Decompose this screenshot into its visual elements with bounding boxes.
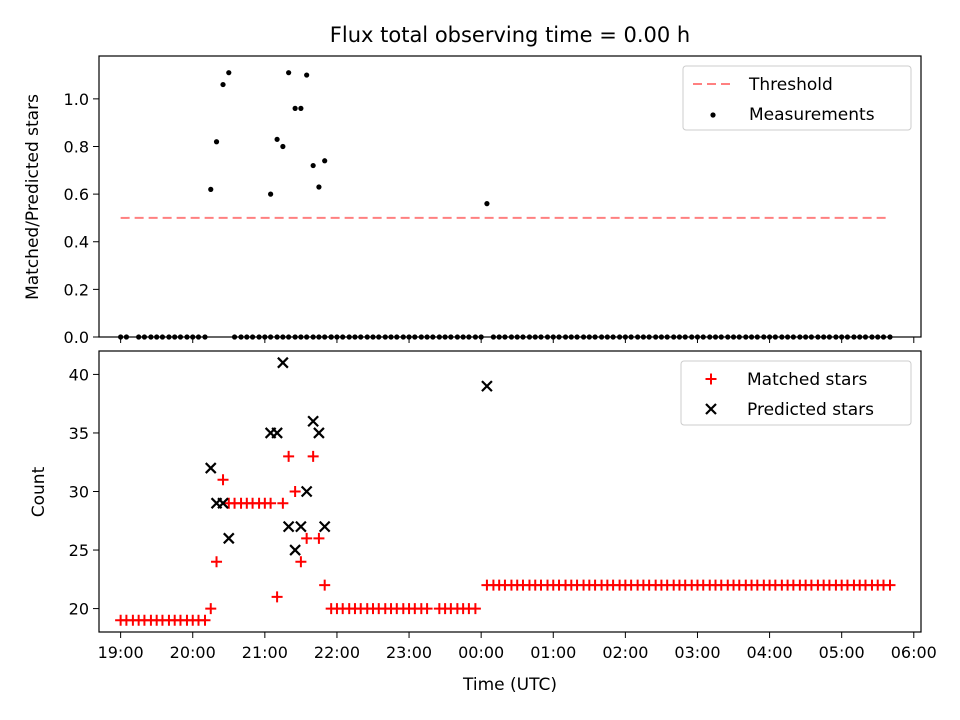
y-tick-label: 0.8: [64, 137, 89, 156]
y-tick-label: 20: [69, 600, 89, 619]
predicted-star-point: [204, 462, 217, 474]
matched-star-point: [199, 614, 211, 626]
legend-measurement-swatch: [710, 112, 716, 118]
x-tick-label: 19:00: [98, 643, 144, 662]
matched-star-point: [307, 450, 319, 462]
measurement-point: [298, 105, 304, 111]
matched-star-point: [211, 556, 223, 568]
x-tick-label: 00:00: [458, 643, 504, 662]
measurement-point: [286, 70, 292, 76]
legend: Matched stars Predicted stars: [680, 360, 912, 426]
y-tick-label: 1.0: [64, 90, 89, 109]
matched-star-point: [205, 603, 217, 615]
y-tick-label: 0.0: [64, 328, 89, 347]
predicted-star-point: [307, 415, 319, 428]
legend-label: Matched stars: [747, 370, 867, 390]
legend-matched-swatch: [705, 373, 717, 385]
predicted-star-point: [300, 485, 313, 498]
measurement-point: [274, 136, 280, 142]
measurement-point: [220, 81, 226, 88]
predicted-star-point: [277, 356, 289, 369]
x-tick-label: 05:00: [819, 643, 865, 662]
x-tick-label: 01:00: [530, 643, 576, 662]
legend-label: Threshold: [748, 75, 833, 95]
measurement-point: [292, 105, 298, 111]
legend-label: Predicted stars: [747, 400, 874, 420]
y-tick-label: 35: [69, 424, 89, 443]
y-tick-label: 40: [69, 365, 89, 384]
matched-star-point: [469, 603, 481, 615]
matched-star-point: [421, 603, 433, 615]
measurement-point: [484, 201, 490, 207]
legend-box: [680, 360, 912, 426]
y-tick-label: 25: [69, 541, 89, 560]
matched-star-point: [265, 497, 277, 509]
y-tick-label: 30: [69, 483, 89, 502]
x-tick-label: 04:00: [747, 643, 793, 662]
matched-star-point: [217, 474, 229, 486]
matched-star-point: [884, 579, 896, 591]
predicted-star-point: [481, 380, 493, 392]
measurement-point: [316, 184, 322, 190]
matched-star-point: [283, 450, 295, 462]
series-predicted-stars: [204, 356, 493, 556]
measurement-point: [304, 72, 310, 78]
predicted-star-point: [289, 544, 301, 556]
series-matched-stars: [115, 450, 896, 626]
x-tick-label: 06:00: [891, 643, 937, 662]
y-tick-label: 0.6: [64, 185, 89, 204]
matched-star-point: [277, 497, 289, 509]
axes-frame: [98, 55, 922, 338]
predicted-star-point: [217, 497, 229, 509]
measurement-point: [280, 143, 286, 150]
predicted-star-point: [223, 532, 235, 545]
matched-star-point: [271, 591, 283, 603]
measurement-point: [226, 70, 232, 76]
x-tick-label: 20:00: [170, 643, 216, 662]
bottom-y-axis-label: Count: [29, 466, 49, 517]
matched-star-point: [313, 532, 325, 544]
legend-box: [682, 65, 912, 131]
y-tick-label: 0.4: [64, 233, 89, 252]
x-tick-label: 03:00: [674, 643, 720, 662]
matched-star-point: [319, 579, 331, 591]
predicted-star-point: [313, 427, 325, 439]
chart-title: Flux total observing time = 0.00 h: [330, 23, 690, 47]
x-tick-label: 23:00: [386, 643, 432, 662]
measurement-point: [322, 158, 328, 164]
matched-star-point: [295, 556, 307, 568]
y-tick-label: 0.2: [64, 280, 89, 299]
ratio-panel: 0.0 0.2 0.4 0.6 0.8 1.0 Threshold Measurements: [64, 55, 922, 347]
top-y-axis-label: Matched/Predicted stars: [23, 94, 43, 300]
measurement-point: [213, 139, 220, 145]
predicted-star-point: [295, 520, 307, 533]
x-tick-label: 21:00: [242, 643, 288, 662]
predicted-star-point: [318, 520, 331, 533]
count-panel: 19:00 20:00 21:00 22:00 23:00 00:00 01:00 02:00…: [69, 350, 937, 662]
x-tick-label: 22:00: [314, 643, 360, 662]
x-tick-label: 02:00: [602, 643, 648, 662]
predicted-star-point: [271, 427, 283, 439]
legend-label: Measurements: [749, 105, 875, 125]
x-axis-label: Time (UTC): [462, 675, 557, 695]
matched-star-point: [289, 486, 301, 497]
legend-predicted-swatch: [705, 403, 717, 415]
measurement-point: [310, 162, 316, 169]
measurement-point: [208, 186, 214, 192]
predicted-star-point: [282, 520, 295, 533]
matched-star-point: [301, 532, 313, 544]
measurement-point: [268, 191, 274, 197]
legend: Threshold Measurements: [682, 65, 912, 131]
